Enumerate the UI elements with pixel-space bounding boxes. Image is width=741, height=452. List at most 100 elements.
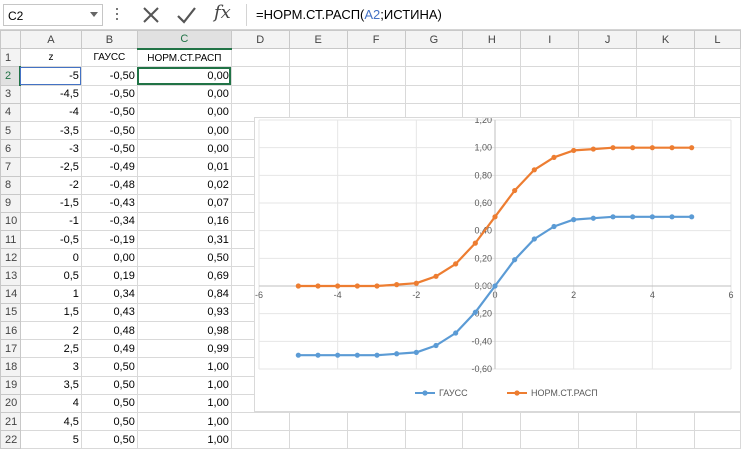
cell[interactable] <box>462 430 522 450</box>
cell[interactable]: ГАУСС <box>80 48 138 68</box>
row-header[interactable]: 21 <box>0 411 21 432</box>
row-header[interactable]: 2 <box>0 66 22 86</box>
cell[interactable]: 0,00 <box>80 248 138 268</box>
cell[interactable]: -4 <box>19 102 82 122</box>
cell[interactable]: 0,50 <box>80 393 138 413</box>
cell[interactable] <box>636 430 695 450</box>
cell[interactable] <box>288 430 348 450</box>
cell[interactable]: -3,5 <box>19 120 82 141</box>
cell[interactable]: 1,00 <box>136 411 232 432</box>
cell[interactable]: 0,00 <box>136 84 232 104</box>
cell[interactable]: 0,50 <box>80 430 138 450</box>
cell[interactable]: z <box>19 48 82 68</box>
referenced-cell[interactable]: -5 <box>19 66 82 86</box>
cancel-icon[interactable] <box>139 3 163 27</box>
cell[interactable]: 1,00 <box>136 430 232 450</box>
cell[interactable]: -0,50 <box>80 120 138 141</box>
row-header[interactable]: 12 <box>0 248 21 268</box>
cell[interactable] <box>404 48 464 68</box>
cell[interactable] <box>288 66 348 86</box>
cell[interactable] <box>230 411 290 432</box>
cell[interactable]: 1,00 <box>136 375 232 395</box>
cell[interactable]: -0,50 <box>80 66 138 86</box>
column-header-f[interactable]: F <box>346 29 406 50</box>
cell[interactable] <box>636 411 695 432</box>
row-header[interactable]: 6 <box>0 139 21 159</box>
row-header[interactable]: 4 <box>0 102 21 122</box>
row-header[interactable]: 18 <box>0 357 21 377</box>
row-header[interactable]: 3 <box>0 84 21 104</box>
cell[interactable]: 0,98 <box>136 320 232 341</box>
cell[interactable]: 0,43 <box>80 302 138 323</box>
row-header[interactable]: 22 <box>0 430 21 450</box>
cell[interactable]: -2 <box>19 175 82 195</box>
cell[interactable]: 0,00 <box>136 102 232 122</box>
cell[interactable] <box>462 411 522 432</box>
cell[interactable]: 1 <box>19 284 82 304</box>
select-all-corner[interactable] <box>0 29 21 50</box>
cell[interactable]: 0,99 <box>136 339 232 359</box>
cell[interactable]: 3 <box>19 357 82 377</box>
cell[interactable]: -4,5 <box>19 84 82 104</box>
cell[interactable] <box>693 430 741 450</box>
cell[interactable] <box>578 66 638 86</box>
cell[interactable]: -0,49 <box>80 157 138 177</box>
cell[interactable]: 0,49 <box>80 339 138 359</box>
row-header[interactable]: 5 <box>0 120 21 141</box>
cell[interactable]: 0,19 <box>80 266 138 286</box>
cell[interactable] <box>346 430 406 450</box>
cell[interactable] <box>693 66 741 86</box>
cell[interactable] <box>288 48 348 68</box>
cell[interactable]: 0,50 <box>80 411 138 432</box>
cell[interactable] <box>578 48 638 68</box>
cell[interactable]: 0,16 <box>136 211 232 232</box>
cell[interactable]: 1,00 <box>136 357 232 377</box>
column-header-g[interactable]: G <box>404 29 464 50</box>
cell[interactable] <box>520 411 580 432</box>
cell[interactable]: -0,50 <box>80 139 138 159</box>
row-header[interactable]: 17 <box>0 339 21 359</box>
cell[interactable] <box>230 48 290 68</box>
cell[interactable]: 1,5 <box>19 302 82 323</box>
row-header[interactable]: 11 <box>0 230 21 250</box>
formula-input[interactable]: =НОРМ.СТ.РАСП(A2;ИСТИНА) <box>256 7 442 22</box>
cell[interactable]: 0,01 <box>136 157 232 177</box>
cell[interactable]: -0,50 <box>80 102 138 122</box>
cell[interactable]: -0,48 <box>80 175 138 195</box>
cell[interactable] <box>520 48 580 68</box>
cell[interactable]: -2,5 <box>19 157 82 177</box>
cell[interactable] <box>693 411 741 432</box>
row-header[interactable]: 19 <box>0 375 21 395</box>
cell[interactable] <box>693 84 741 104</box>
check-icon[interactable] <box>174 3 198 27</box>
cell[interactable]: -0,5 <box>19 230 82 250</box>
insert-function-icon[interactable]: fx <box>214 2 231 23</box>
drag-handle-icon[interactable] <box>116 8 119 22</box>
cell[interactable] <box>230 84 290 104</box>
column-header-a[interactable]: A <box>19 29 82 50</box>
cell[interactable]: 0,48 <box>80 320 138 341</box>
cell[interactable]: 0,34 <box>80 284 138 304</box>
column-header-h[interactable]: H <box>462 29 522 50</box>
row-header[interactable]: 20 <box>0 393 21 413</box>
column-header-k[interactable]: K <box>636 29 695 50</box>
cell[interactable] <box>578 411 638 432</box>
cell[interactable] <box>346 66 406 86</box>
cell[interactable] <box>404 411 464 432</box>
cell[interactable] <box>636 84 695 104</box>
row-header[interactable]: 14 <box>0 284 21 304</box>
cell[interactable]: 4 <box>19 393 82 413</box>
cell[interactable] <box>462 84 522 104</box>
cell[interactable] <box>346 48 406 68</box>
chevron-down-icon[interactable] <box>90 12 98 17</box>
active-cell[interactable]: 0,00 <box>136 66 232 86</box>
cell[interactable]: 0,07 <box>136 193 232 213</box>
cell[interactable]: 0,00 <box>136 120 232 141</box>
cell[interactable]: 0,5 <box>19 266 82 286</box>
cell[interactable]: 1,00 <box>136 393 232 413</box>
cell[interactable]: 0,50 <box>136 248 232 268</box>
row-header[interactable]: 7 <box>0 157 21 177</box>
row-header[interactable]: 10 <box>0 211 21 232</box>
cell[interactable] <box>520 66 580 86</box>
cell[interactable] <box>462 66 522 86</box>
